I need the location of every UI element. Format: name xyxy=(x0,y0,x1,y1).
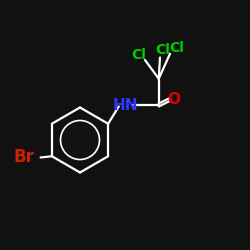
Text: Cl: Cl xyxy=(131,48,146,62)
Text: Br: Br xyxy=(14,148,34,166)
Text: Cl: Cl xyxy=(155,43,170,57)
Text: O: O xyxy=(167,92,180,108)
Text: Cl: Cl xyxy=(169,40,184,54)
Text: HN: HN xyxy=(112,98,138,112)
